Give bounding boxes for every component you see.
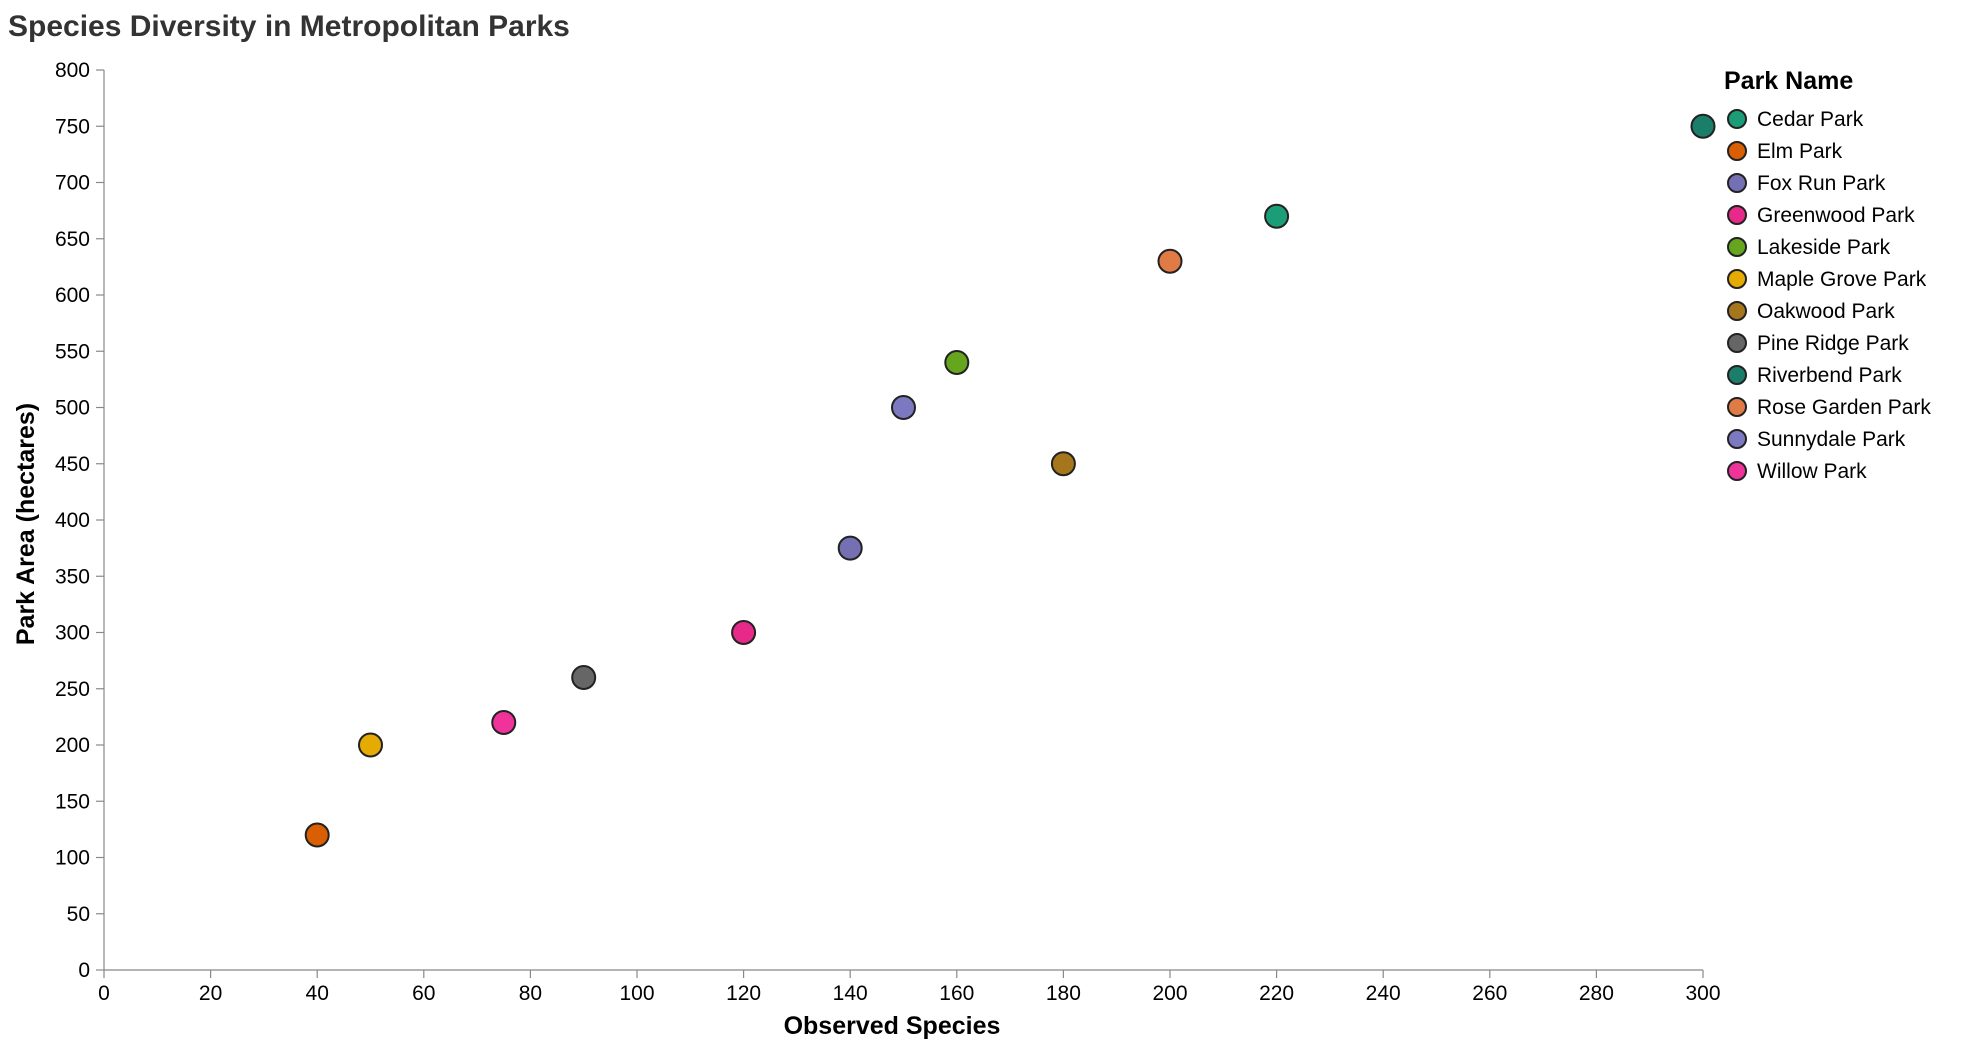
legend-symbol — [1727, 365, 1747, 385]
legend-title: Park Name — [1724, 67, 1853, 95]
data-point — [1264, 203, 1290, 229]
legend-label: Oakwood Park — [1757, 300, 1895, 323]
legend-label: Sunnydale Park — [1757, 428, 1906, 451]
legend-symbol — [1727, 461, 1747, 481]
plot-area: 0 20 40 60 80 100 120 140 160 180 200 220 240 260 280 3… — [55, 59, 1721, 1005]
legend-label: Elm Park — [1757, 140, 1843, 163]
x-tick-label: 40 — [306, 982, 329, 1005]
data-point — [1690, 113, 1716, 139]
x-tick-label: 300 — [1685, 982, 1720, 1005]
legend-symbol — [1727, 429, 1747, 449]
x-tick-label: 0 — [98, 982, 110, 1005]
legend-symbol — [1727, 237, 1747, 257]
x-tick-label: 180 — [1046, 982, 1081, 1005]
y-tick-label: 350 — [55, 565, 90, 588]
legend-label: Lakeside Park — [1757, 236, 1891, 259]
legend-symbol — [1727, 141, 1747, 161]
chart-title: Species Diversity in Metropolitan Parks — [8, 10, 570, 43]
x-tick-label: 100 — [619, 982, 654, 1005]
legend-symbol — [1727, 109, 1747, 129]
x-tick-label: 240 — [1366, 982, 1401, 1005]
y-tick-label: 550 — [55, 340, 90, 363]
legend-symbol — [1727, 333, 1747, 353]
legend-items: Cedar Park Elm Park Fox Run Park Greenwood … — [1727, 108, 1931, 483]
data-point — [571, 665, 597, 690]
y-tick-label: 500 — [55, 397, 90, 420]
x-tick-label: 200 — [1152, 982, 1187, 1005]
y-tick-label: 250 — [55, 678, 90, 701]
x-tick-label: 260 — [1472, 982, 1507, 1005]
x-tick-label: 80 — [519, 982, 542, 1005]
legend-label: Rose Garden Park — [1757, 396, 1931, 419]
legend-symbol — [1727, 301, 1747, 321]
y-tick-label: 50 — [67, 903, 90, 926]
legend-label: Riverbend Park — [1757, 364, 1902, 387]
data-point — [358, 732, 383, 758]
legend-symbol — [1727, 205, 1747, 225]
data-point — [837, 535, 863, 561]
y-tick-label: 750 — [55, 115, 90, 138]
x-tick-label: 120 — [726, 982, 761, 1005]
y-tick-label: 600 — [55, 284, 90, 307]
legend-label: Willow Park — [1757, 460, 1867, 483]
y-axis-title: Park Area (hectares) — [12, 403, 40, 645]
y-tick-label: 0 — [78, 959, 90, 982]
y-tick-label: 700 — [55, 172, 90, 195]
legend-label: Cedar Park — [1757, 108, 1864, 131]
y-tick-label: 800 — [55, 59, 90, 82]
y-tick-label: 400 — [55, 509, 90, 532]
data-point — [491, 710, 517, 735]
x-tick-label: 280 — [1579, 982, 1614, 1005]
y-tick-label: 450 — [55, 453, 90, 476]
y-tick-label: 100 — [55, 847, 90, 870]
x-tick-label: 140 — [833, 982, 868, 1005]
y-tick-label: 150 — [55, 790, 90, 813]
y-tick-label: 300 — [55, 622, 90, 645]
x-axis-ticks: 0 20 40 60 80 100 120 140 160 180 200 220 240 260 280 3… — [98, 970, 1721, 1005]
data-point — [1050, 451, 1076, 477]
legend-symbol — [1727, 269, 1747, 289]
legend: Park Name Cedar Park Elm Park Fox Run Park… — [1724, 67, 1931, 483]
data-point — [304, 822, 330, 848]
y-axis-ticks: 0 50 100 150 200 250 300 350 400 450 500 550 600 650 7… — [55, 59, 104, 982]
y-tick-label: 200 — [55, 734, 90, 757]
legend-symbol — [1727, 173, 1747, 193]
data-points — [304, 113, 1716, 848]
y-tick-label: 650 — [55, 228, 90, 251]
x-tick-label: 20 — [199, 982, 222, 1005]
x-axis-title: Observed Species — [784, 1012, 1001, 1040]
x-tick-label: 220 — [1259, 982, 1294, 1005]
data-point — [1157, 248, 1183, 274]
data-point — [891, 395, 916, 420]
data-point — [731, 620, 757, 645]
x-tick-label: 60 — [412, 982, 435, 1005]
data-point — [944, 350, 970, 375]
legend-symbol — [1727, 397, 1747, 417]
legend-label: Pine Ridge Park — [1757, 332, 1909, 355]
legend-label: Greenwood Park — [1757, 204, 1915, 227]
legend-label: Fox Run Park — [1757, 172, 1886, 195]
legend-label: Maple Grove Park — [1757, 268, 1927, 291]
x-tick-label: 160 — [939, 982, 974, 1005]
